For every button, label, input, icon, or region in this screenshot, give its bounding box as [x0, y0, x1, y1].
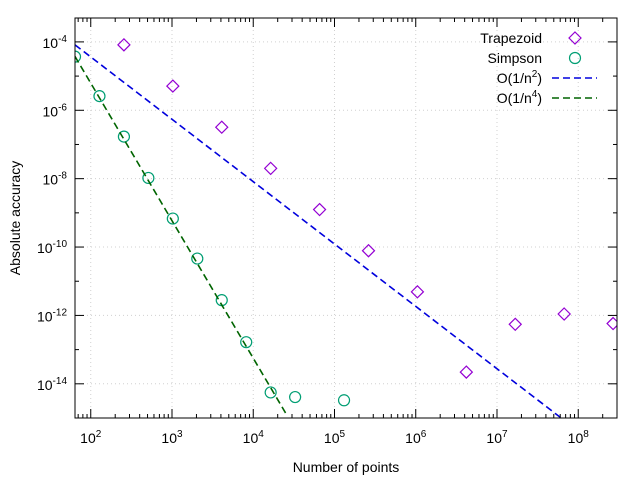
- x-tick-label: 102: [80, 429, 102, 446]
- x-tick-base: 10: [486, 430, 502, 446]
- y-tick-exponent: -8: [58, 171, 67, 182]
- x-tick-exponent: 3: [177, 429, 183, 440]
- axis-ticks: [75, 18, 618, 419]
- x-tick-base: 10: [243, 430, 259, 446]
- tick-labels: 102 103 104 105 106 107 10810-410-610-810-1010…: [37, 34, 589, 446]
- data-point-simpson: [337, 394, 351, 407]
- x-axis-label: Number of points: [293, 459, 400, 475]
- legend-label: Simpson: [488, 50, 542, 66]
- grid: [75, 18, 617, 418]
- y-tick-base: 10: [37, 240, 53, 256]
- x-tick-base: 10: [324, 430, 340, 446]
- legend-label-name: Trapezoid: [480, 30, 542, 46]
- series-o-1-n-4: [75, 56, 288, 416]
- data-point-trapezoid: [459, 365, 474, 379]
- data-point-simpson: [289, 390, 302, 404]
- y-tick-label: 10-14: [37, 376, 67, 393]
- x-tick-label: 105: [324, 429, 346, 446]
- data-point-simpson: [117, 130, 131, 143]
- x-tick-base: 10: [161, 430, 177, 446]
- fit-line-o-1-n-2: [75, 44, 563, 418]
- y-tick-exponent: -4: [58, 34, 67, 45]
- x-tick-label: 106: [405, 429, 427, 446]
- plot-frame: [74, 17, 618, 419]
- x-tick-exponent: 7: [502, 429, 508, 440]
- data-point-trapezoid: [165, 79, 180, 93]
- data-point-simpson: [75, 50, 82, 63]
- data-point-trapezoid: [312, 202, 327, 217]
- data-point-trapezoid: [606, 316, 617, 331]
- y-axis-label: Absolute accuracy: [7, 161, 23, 275]
- y-tick-exponent: -10: [53, 239, 68, 250]
- y-tick-label: 10-4: [43, 34, 68, 51]
- y-tick-exponent: -6: [58, 102, 67, 113]
- x-tick-exponent: 2: [96, 429, 102, 440]
- x-tick-base: 10: [405, 430, 421, 446]
- plot-series: [75, 37, 617, 418]
- y-tick-label: 10-6: [43, 102, 68, 119]
- legend-marker-sample: [568, 31, 582, 45]
- x-tick-base: 10: [568, 430, 584, 446]
- data-point-trapezoid: [214, 120, 229, 135]
- x-tick-exponent: 4: [258, 429, 264, 440]
- legend-label-exponent: 2: [532, 69, 538, 80]
- x-tick-label: 104: [243, 429, 265, 446]
- series-simpson: [75, 50, 351, 407]
- y-tick-base: 10: [37, 308, 53, 324]
- data-point-trapezoid: [508, 317, 523, 332]
- legend-label-name: O(1/n: [497, 90, 532, 106]
- data-point-trapezoid: [361, 243, 376, 258]
- x-tick-label: 103: [161, 429, 183, 446]
- x-tick-label: 108: [568, 429, 590, 446]
- data-point-simpson: [191, 252, 204, 265]
- x-tick-base: 10: [80, 430, 96, 446]
- legend-label-name: Simpson: [488, 50, 542, 66]
- data-point-trapezoid: [410, 284, 425, 299]
- y-tick-label: 10-10: [37, 239, 67, 256]
- series-trapezoid: [117, 37, 617, 379]
- y-tick-label: 10-8: [43, 171, 68, 188]
- legend-label-exponent: 4: [532, 89, 538, 100]
- y-tick-base: 10: [43, 172, 59, 188]
- y-tick-base: 10: [43, 35, 59, 51]
- data-point-simpson: [166, 212, 179, 225]
- x-tick-label: 107: [486, 429, 508, 446]
- data-point-simpson: [240, 336, 253, 349]
- data-point-simpson: [142, 171, 155, 185]
- x-tick-exponent: 8: [583, 429, 589, 440]
- x-tick-exponent: 5: [339, 429, 345, 440]
- series-o-1-n-2: [75, 44, 563, 418]
- data-point-trapezoid: [117, 37, 131, 52]
- fit-line-o-1-n-4: [75, 56, 288, 416]
- legend-label: O(1/n4): [497, 89, 542, 106]
- legend-label-suffix: ): [537, 70, 542, 86]
- data-point-trapezoid: [557, 307, 572, 321]
- x-tick-exponent: 6: [421, 429, 427, 440]
- y-tick-exponent: -12: [53, 307, 68, 318]
- y-tick-label: 10-12: [37, 307, 67, 324]
- y-tick-base: 10: [43, 103, 59, 119]
- data-point-trapezoid: [263, 161, 278, 176]
- data-point-simpson: [93, 89, 106, 103]
- legend-marker-sample: [568, 51, 582, 65]
- y-tick-base: 10: [37, 377, 53, 393]
- legend-label: O(1/n2): [497, 69, 542, 86]
- legend-label-name: O(1/n: [497, 70, 532, 86]
- legend-label: Trapezoid: [480, 30, 542, 46]
- legend-label-suffix: ): [537, 90, 542, 106]
- y-tick-exponent: -14: [53, 376, 68, 387]
- data-point-simpson: [264, 386, 277, 399]
